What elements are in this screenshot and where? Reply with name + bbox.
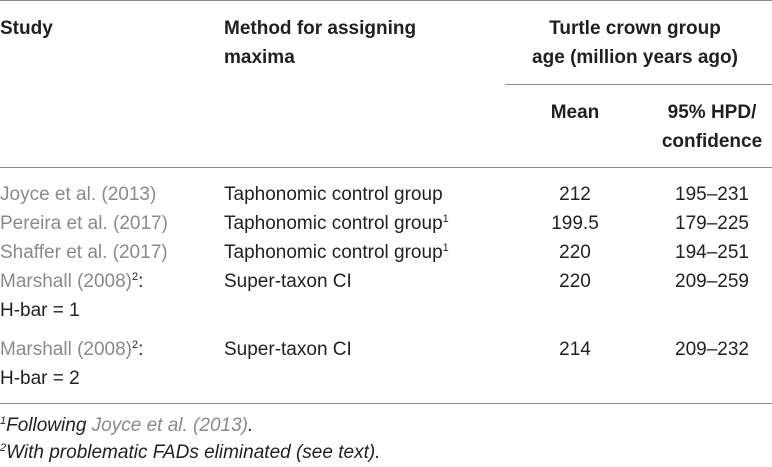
footnote-link[interactable]: Joyce et al. (2013)	[91, 415, 248, 436]
table-row-5-hpd: 209–232	[675, 339, 749, 360]
table-row-3-study[interactable]: Shaffer et al. (2017)	[0, 242, 168, 263]
header-hpd-line2: confidence	[661, 131, 763, 152]
header-group-rule	[505, 84, 772, 85]
study-suffix: :	[138, 271, 144, 292]
footnote-end: .	[247, 415, 254, 436]
table-row-1-mean: 212	[559, 184, 591, 205]
table-row-2-method: Taphonomic control group1	[224, 211, 449, 236]
table-row-1-method: Taphonomic control group	[224, 184, 443, 205]
table-row-3-hpd: 194–251	[675, 242, 749, 263]
footnote-2: 2With problematic FADs eliminated (see t…	[0, 440, 380, 465]
footnote-mark: 1	[0, 415, 7, 427]
table-row-1-hpd: 195–231	[675, 184, 749, 205]
table-row-4-mean: 220	[559, 271, 591, 292]
footnote-1: 1Following Joyce et al. (2013).	[0, 413, 253, 438]
header-study: Study	[0, 18, 53, 39]
header-group-line1: Turtle crown group	[549, 18, 721, 39]
footnote-mark: 2	[0, 442, 7, 454]
footnote-text: With problematic FADs eliminated (see te…	[6, 442, 381, 463]
table-row-2-mean: 199.5	[551, 213, 599, 234]
footnote-mark: 2	[132, 271, 139, 283]
table-row-5-method: Super-taxon CI	[224, 339, 352, 360]
study-suffix: :	[138, 339, 144, 360]
table-row-5-study: Marshall (2008)2:	[0, 337, 143, 362]
table-row-4-method: Super-taxon CI	[224, 271, 352, 292]
study-link[interactable]: Marshall (2008)	[0, 271, 132, 292]
table-row-4-study: Marshall (2008)2:	[0, 269, 143, 294]
header-bottom-rule	[0, 167, 772, 168]
table-top-rule	[0, 0, 772, 1]
header-mean: Mean	[550, 102, 600, 123]
method-text: Taphonomic control group	[224, 242, 443, 263]
table-row-4-study-line2: H-bar = 1	[0, 300, 80, 321]
method-text: Taphonomic control group	[224, 213, 443, 234]
header-group-line2: age (million years ago)	[532, 47, 738, 68]
table-row-4-hpd: 209–259	[675, 271, 749, 292]
footnote-mark: 2	[132, 339, 139, 351]
footnote-text: Following	[6, 415, 92, 436]
study-link[interactable]: Marshall (2008)	[0, 339, 132, 360]
table-row-2-study[interactable]: Pereira et al. (2017)	[0, 213, 168, 234]
table-bottom-rule	[0, 403, 772, 404]
table-row-3-mean: 220	[559, 242, 591, 263]
table-row-3-method: Taphonomic control group1	[224, 240, 449, 265]
header-method-line1: Method for assigning	[224, 18, 417, 39]
table-row-1-study[interactable]: Joyce et al. (2013)	[0, 184, 157, 205]
header-hpd-line1: 95% HPD/	[667, 102, 757, 123]
header-method-line2: maxima	[224, 47, 295, 68]
table-row-2-hpd: 179–225	[675, 213, 749, 234]
footnote-mark: 1	[442, 213, 449, 225]
footnote-mark: 1	[442, 242, 449, 254]
table-row-5-mean: 214	[559, 339, 591, 360]
table-row-5-study-line2: H-bar = 2	[0, 368, 80, 389]
